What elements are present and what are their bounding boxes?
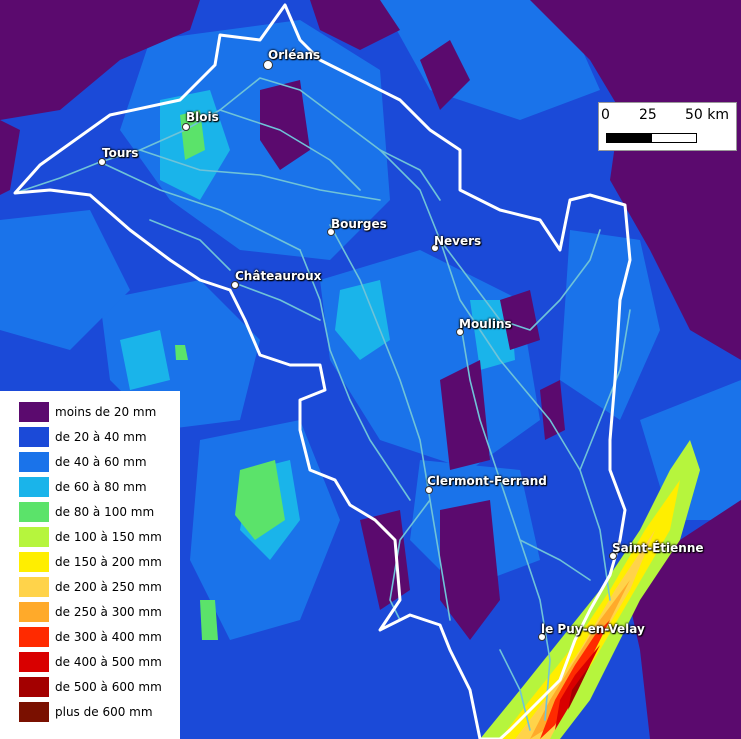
legend-item: de 20 à 40 mm [19,427,147,447]
legend-swatch [19,477,49,497]
legend-item: moins de 20 mm [19,402,156,422]
legend-swatch [19,552,49,572]
legend-label: de 150 à 200 mm [55,555,162,569]
city-label-chateauroux: Châteauroux [235,269,322,283]
rivers [14,77,631,731]
legend-label: de 60 à 80 mm [55,480,147,494]
legend-label: de 100 à 150 mm [55,530,162,544]
legend-item: de 150 à 200 mm [19,552,162,572]
scale-label-25: 25 [639,107,657,123]
rainfall-heavy-band [480,440,700,739]
legend-swatch [19,577,49,597]
legend-swatch [19,627,49,647]
legend-swatch [19,677,49,697]
city-dot-orleans [263,60,273,70]
legend-swatch [19,702,49,722]
city-dot-saint-etienne [609,552,617,560]
legend-label: de 250 à 300 mm [55,605,162,619]
legend-swatch [19,502,49,522]
scale-bar: 0 25 50 km [598,102,737,151]
legend-item: de 300 à 400 mm [19,627,162,647]
city-label-blois: Blois [186,110,219,124]
legend-item: de 250 à 300 mm [19,602,162,622]
legend-label: de 20 à 40 mm [55,430,147,444]
scale-label-0: 0 [601,107,610,123]
city-label-clermont-ferrand: Clermont-Ferrand [427,474,547,488]
city-label-bourges: Bourges [331,217,387,231]
city-label-le-puy-en-velay: le Puy-en-Velay [541,622,645,636]
rainfall-zones-80-100 [175,110,285,640]
watershed-boundary [13,3,632,739]
legend-swatch [19,402,49,422]
city-dot-blois [182,123,190,131]
legend-label: de 40 à 60 mm [55,455,147,469]
scale-segment-black [606,133,652,143]
legend-item: de 80 à 100 mm [19,502,154,522]
scale-segment-white [651,133,697,143]
legend-swatch [19,652,49,672]
legend-label: de 80 à 100 mm [55,505,155,519]
legend-item: de 100 à 150 mm [19,527,162,547]
city-dot-clermont-ferrand [425,486,433,494]
scale-label-50: 50 km [685,107,730,123]
legend-swatch [19,452,49,472]
city-dot-nevers [431,244,439,252]
city-dot-moulins [456,328,464,336]
legend-item: de 200 à 250 mm [19,577,162,597]
city-dot-tours [98,158,106,166]
legend-swatch [19,427,49,447]
legend-item: de 400 à 500 mm [19,652,162,672]
legend-label: plus de 600 mm [55,705,153,719]
legend-item: de 60 à 80 mm [19,477,147,497]
city-label-moulins: Moulins [459,317,512,331]
legend-label: de 200 à 250 mm [55,580,162,594]
legend-item: de 500 à 600 mm [19,677,162,697]
city-dot-bourges [327,228,335,236]
city-label-nevers: Nevers [434,234,482,248]
legend-swatch [19,527,49,547]
city-label-tours: Tours [102,146,139,160]
legend-label: moins de 20 mm [55,405,157,419]
legend-label: de 400 à 500 mm [55,655,162,669]
legend-item: de 40 à 60 mm [19,452,147,472]
legend-label: de 500 à 600 mm [55,680,162,694]
city-dot-le-puy-en-velay [538,633,546,641]
city-dot-chateauroux [231,281,239,289]
city-label-saint-etienne: Saint-Étienne [612,541,704,555]
legend-swatch [19,602,49,622]
legend-label: de 300 à 400 mm [55,630,162,644]
legend: moins de 20 mm de 20 à 40 mm de 40 à 60 mm… [0,391,180,739]
city-label-orleans: Orléans [268,48,321,62]
legend-item: plus de 600 mm [19,702,153,722]
